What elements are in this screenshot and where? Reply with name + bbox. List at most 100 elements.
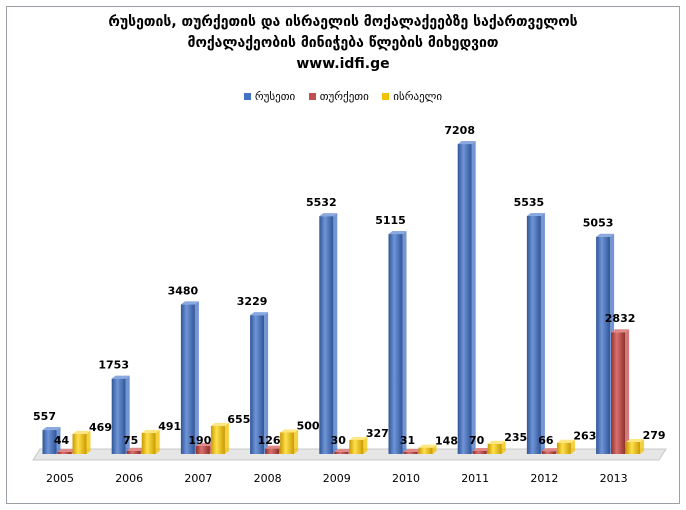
bar-side xyxy=(402,231,407,454)
chart-title: რუსეთის, თურქეთის და ისრაელის მოქალაქეებ… xyxy=(0,12,686,75)
value-label-israel-2007: 655 xyxy=(227,413,250,426)
bar-top xyxy=(141,429,160,433)
bar-russia-2005 xyxy=(42,427,61,454)
bar-russia-2008 xyxy=(250,312,269,454)
bar-front xyxy=(349,439,364,454)
x-tick-label-2010: 2010 xyxy=(392,472,420,485)
bar-top xyxy=(472,447,491,451)
x-tick-label-2009: 2009 xyxy=(323,472,351,485)
bar-top xyxy=(388,231,407,235)
legend-swatch-turkey xyxy=(308,92,316,100)
bar-front xyxy=(126,450,141,454)
bar-top xyxy=(210,422,229,426)
bar-side xyxy=(540,212,545,454)
value-label-israel-2009: 327 xyxy=(366,427,389,440)
bar-russia-2007 xyxy=(180,301,199,454)
x-tick-label-2007: 2007 xyxy=(184,472,212,485)
bar-russia-2009 xyxy=(319,213,338,454)
bar-top xyxy=(418,444,437,448)
value-label-russia-2007: 3480 xyxy=(168,284,199,297)
bar-side xyxy=(625,329,630,454)
bar-top xyxy=(42,427,61,431)
legend-swatch-russia xyxy=(243,92,251,100)
value-label-russia-2011: 7208 xyxy=(444,124,475,137)
x-tick-label-2012: 2012 xyxy=(530,472,558,485)
bar-top xyxy=(556,439,575,443)
bar-front xyxy=(418,447,433,454)
value-label-turkey-2013: 2832 xyxy=(605,312,636,325)
bar-top xyxy=(596,233,615,237)
x-tick-label-2011: 2011 xyxy=(461,472,489,485)
bar-front xyxy=(265,448,280,454)
bar-top xyxy=(180,301,199,305)
bar-side xyxy=(194,301,199,454)
bar-front xyxy=(596,236,611,454)
bar-top xyxy=(611,329,630,333)
legend-item-russia: რუსეთი xyxy=(243,90,295,103)
bar-russia-2006 xyxy=(111,375,130,454)
x-tick-label-2005: 2005 xyxy=(46,472,74,485)
bar-side xyxy=(86,430,91,454)
bar-top xyxy=(280,429,299,433)
bar-top xyxy=(195,442,214,446)
value-label-turkey-2012: 66 xyxy=(538,434,554,447)
legend-label-turkey: თურქეთი xyxy=(319,90,369,103)
value-label-russia-2006: 1753 xyxy=(98,359,129,372)
value-label-russia-2009: 5532 xyxy=(306,196,337,209)
chart-legend: რუსეთი თურქეთი ისრაელი xyxy=(0,90,686,103)
bar-top xyxy=(541,448,560,452)
bar-israel-2010 xyxy=(418,444,437,454)
value-label-russia-2010: 5115 xyxy=(375,214,406,227)
bar-front xyxy=(280,432,295,454)
bar-front xyxy=(388,234,403,454)
value-label-israel-2011: 235 xyxy=(504,431,527,444)
bar-front xyxy=(626,442,641,454)
value-label-turkey-2011: 70 xyxy=(469,434,485,447)
bar-side xyxy=(501,440,506,454)
bar-front xyxy=(457,144,472,454)
bar-side xyxy=(640,439,645,454)
bar-front xyxy=(195,445,210,454)
bar-top xyxy=(457,141,476,145)
bar-russia-2011 xyxy=(457,141,476,454)
value-label-russia-2012: 5535 xyxy=(514,196,545,209)
bar-israel-2009 xyxy=(349,436,368,454)
bar-side xyxy=(363,436,368,454)
bar-front xyxy=(526,215,541,454)
bar-top xyxy=(111,375,130,379)
legend-label-israel: ისრაელი xyxy=(393,90,443,103)
bar-israel-2012 xyxy=(556,439,575,454)
x-tick-label-2013: 2013 xyxy=(600,472,628,485)
value-label-turkey-2005: 44 xyxy=(54,434,70,447)
labels-layer: 557 44 469 2005 1753 75 491 2006 3480 190 655 2007 3… xyxy=(33,124,666,485)
value-label-israel-2012: 263 xyxy=(573,430,596,443)
value-label-russia-2013: 5053 xyxy=(583,217,614,230)
bar-top xyxy=(334,449,353,452)
legend-item-turkey: თურქეთი xyxy=(308,90,369,103)
bar-front xyxy=(487,443,502,454)
value-label-turkey-2010: 31 xyxy=(400,434,415,447)
value-label-russia-2008: 3229 xyxy=(237,295,268,308)
title-line-2: მოქალაქეობის მინიჭება წლების მიხედვით xyxy=(187,35,499,51)
bar-side xyxy=(570,439,575,454)
value-label-israel-2008: 500 xyxy=(297,420,320,433)
bar-side xyxy=(471,141,476,454)
bar-front xyxy=(180,304,195,454)
bar-russia-2010 xyxy=(388,231,407,454)
value-label-turkey-2008: 126 xyxy=(258,434,281,447)
value-label-israel-2006: 491 xyxy=(158,420,181,433)
bar-israel-2013 xyxy=(626,439,645,454)
bar-israel-2006 xyxy=(141,429,160,454)
legend-item-israel: ისრაელი xyxy=(382,90,442,103)
bar-side xyxy=(432,444,437,454)
bar-russia-2012 xyxy=(526,212,545,454)
bar-side xyxy=(294,429,299,454)
bar-israel-2007 xyxy=(210,422,229,454)
bar-front xyxy=(250,315,265,454)
value-label-israel-2013: 279 xyxy=(643,429,666,442)
bar-side xyxy=(264,312,269,454)
value-label-turkey-2007: 190 xyxy=(188,434,211,447)
bar-top xyxy=(265,445,284,449)
bar-front xyxy=(472,450,487,454)
